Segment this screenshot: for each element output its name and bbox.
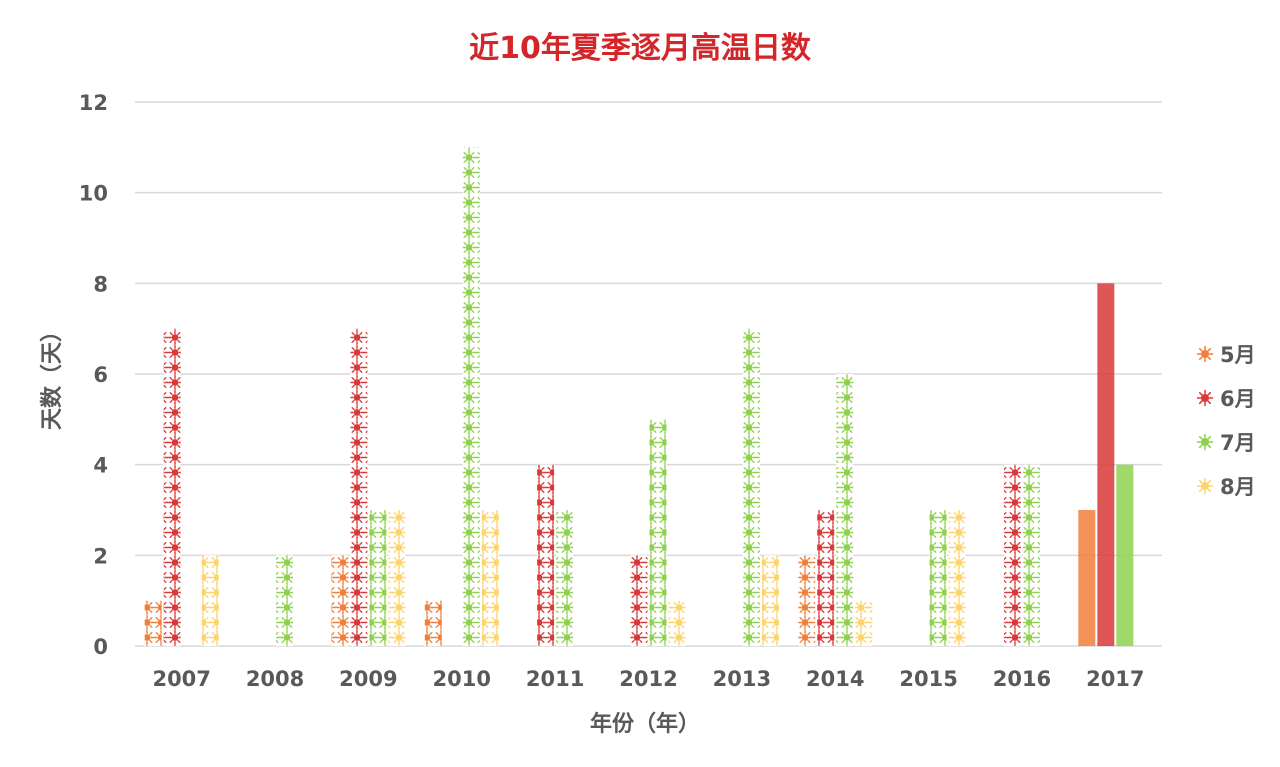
legend-label: 7月: [1220, 431, 1256, 455]
legend-label: 8月: [1220, 475, 1256, 499]
sun-icon: [1201, 394, 1209, 402]
bar-2007-1: [163, 328, 181, 646]
sun-icon: [1201, 350, 1209, 358]
y-tick-label: 8: [93, 272, 108, 296]
x-tick-label: 2011: [526, 667, 584, 691]
bar-2009-3: [388, 510, 406, 646]
y-tick-label: 2: [93, 544, 108, 568]
bar-2014-2: [836, 374, 854, 646]
bar-2010-2: [462, 147, 480, 647]
legend-item: 5月: [1196, 343, 1256, 367]
bar-2009-2: [369, 510, 387, 646]
legend-label: 5月: [1220, 343, 1256, 367]
y-tick-label: 0: [93, 635, 108, 659]
x-axis-ticks: 2007 2008 2009 2010 2011 2012 2013 2014 2015 2016…: [152, 667, 1144, 691]
sun-icon: [1201, 482, 1209, 490]
y-axis-ticks: 0 2 4 6 8 10 12: [79, 91, 108, 659]
bar-2011-1: [537, 464, 555, 646]
bar-2009-1: [350, 328, 368, 646]
bars: [144, 147, 1134, 647]
bar-2007-3: [201, 555, 219, 646]
sun-icon: [1201, 438, 1209, 446]
bar-2016-2: [1022, 464, 1040, 646]
legend-item: 8月: [1196, 475, 1256, 499]
x-tick-label: 2016: [993, 667, 1051, 691]
x-tick-label: 2008: [246, 667, 304, 691]
bar-2009-0: [331, 555, 349, 646]
bar-2008-2: [276, 555, 294, 646]
bar-2012-2: [649, 419, 667, 646]
x-tick-label: 2015: [899, 667, 957, 691]
grid-lines: [135, 101, 1162, 647]
legend-label: 6月: [1220, 387, 1256, 411]
y-tick-label: 4: [93, 454, 108, 478]
chart-title: 近10年夏季逐月高温日数: [469, 31, 812, 66]
x-tick-label: 2013: [713, 667, 771, 691]
x-tick-label: 2012: [619, 667, 677, 691]
bar-2013-2: [742, 328, 760, 646]
bar-2013-3: [761, 555, 779, 646]
bar-2014-1: [817, 510, 835, 646]
x-axis-label: 年份（年）: [590, 711, 700, 737]
legend-item: 6月: [1196, 387, 1256, 411]
bar-2012-3: [668, 600, 686, 646]
bar-2016-1: [1003, 464, 1021, 646]
y-axis-label: 天数（天）: [39, 320, 65, 430]
bar-2014-3: [855, 600, 873, 646]
bar-2017-2: [1116, 464, 1134, 646]
bar-2010-3: [481, 510, 499, 646]
bar-2015-3: [948, 510, 966, 646]
bar-2017-1: [1097, 283, 1115, 646]
bar-2010-0: [424, 600, 442, 646]
x-tick-label: 2017: [1086, 667, 1144, 691]
x-tick-label: 2014: [806, 667, 864, 691]
bar-2015-2: [929, 510, 947, 646]
bar-2011-2: [556, 510, 574, 646]
legend-item: 7月: [1196, 431, 1256, 455]
bar-2014-0: [798, 555, 816, 646]
y-tick-label: 12: [79, 91, 108, 115]
y-tick-label: 6: [93, 363, 108, 387]
legend: 5月 6月 7月 8月: [1196, 343, 1256, 499]
bar-2007-0: [144, 600, 162, 646]
bar-2017-0: [1078, 510, 1096, 646]
x-tick-label: 2007: [152, 667, 210, 691]
x-tick-label: 2009: [339, 667, 397, 691]
x-tick-label: 2010: [433, 667, 491, 691]
bar-2012-1: [630, 555, 648, 646]
y-tick-label: 10: [79, 182, 108, 206]
